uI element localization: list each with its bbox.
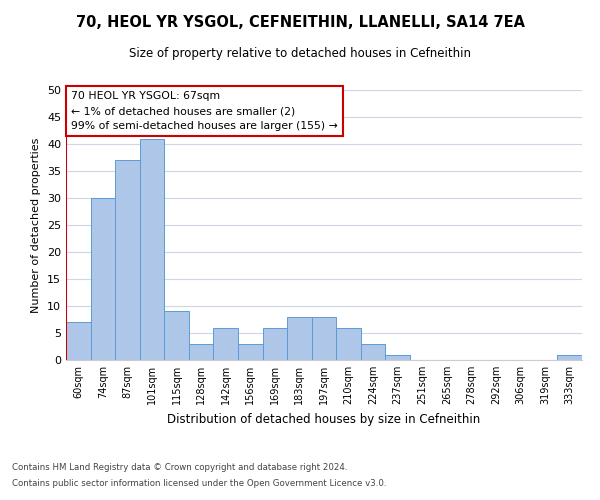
Bar <box>164 312 189 360</box>
Text: Size of property relative to detached houses in Cefneithin: Size of property relative to detached ho… <box>129 48 471 60</box>
Bar <box>385 354 410 360</box>
X-axis label: Distribution of detached houses by size in Cefneithin: Distribution of detached houses by size … <box>167 412 481 426</box>
Bar <box>263 328 287 360</box>
Text: Contains HM Land Registry data © Crown copyright and database right 2024.: Contains HM Land Registry data © Crown c… <box>12 464 347 472</box>
Bar <box>91 198 115 360</box>
Text: 70, HEOL YR YSGOL, CEFNEITHIN, LLANELLI, SA14 7EA: 70, HEOL YR YSGOL, CEFNEITHIN, LLANELLI,… <box>76 15 524 30</box>
Bar <box>140 138 164 360</box>
Bar <box>361 344 385 360</box>
Bar <box>189 344 214 360</box>
Bar <box>214 328 238 360</box>
Text: Contains public sector information licensed under the Open Government Licence v3: Contains public sector information licen… <box>12 478 386 488</box>
Y-axis label: Number of detached properties: Number of detached properties <box>31 138 41 312</box>
Bar <box>336 328 361 360</box>
Bar <box>287 317 312 360</box>
Text: 70 HEOL YR YSGOL: 67sqm
← 1% of detached houses are smaller (2)
99% of semi-deta: 70 HEOL YR YSGOL: 67sqm ← 1% of detached… <box>71 92 338 131</box>
Bar <box>312 317 336 360</box>
Bar <box>557 354 582 360</box>
Bar <box>115 160 140 360</box>
Bar <box>66 322 91 360</box>
Bar <box>238 344 263 360</box>
